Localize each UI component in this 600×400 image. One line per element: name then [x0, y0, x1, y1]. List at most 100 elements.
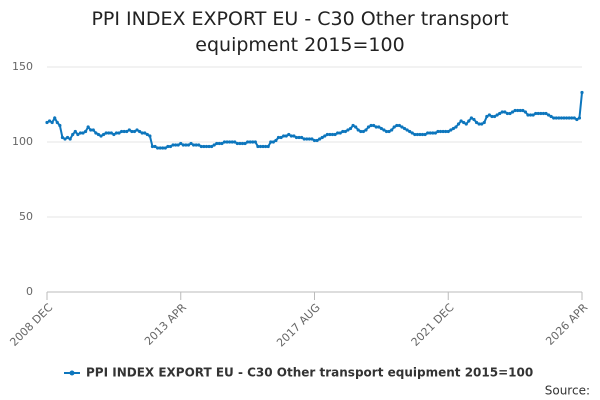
data-point — [310, 137, 314, 141]
data-point — [266, 144, 270, 149]
data-point — [78, 131, 83, 135]
data-point — [261, 144, 265, 149]
data-point — [346, 128, 350, 132]
data-point — [570, 116, 574, 120]
data-point — [63, 137, 67, 141]
data-point — [112, 132, 116, 137]
data-point — [513, 108, 517, 113]
data-point — [420, 132, 425, 137]
data-point — [274, 138, 278, 143]
data-point — [150, 144, 155, 149]
data-point — [163, 146, 167, 150]
data-point — [289, 134, 293, 138]
data-point — [559, 116, 564, 120]
data-point — [53, 116, 57, 120]
data-point — [500, 110, 504, 114]
data-point — [534, 111, 538, 116]
data-point — [485, 114, 489, 119]
data-point — [238, 141, 242, 146]
data-point — [454, 125, 458, 129]
data-point — [73, 129, 77, 134]
data-point — [526, 113, 530, 117]
data-point — [474, 120, 479, 125]
data-point — [341, 129, 345, 134]
data-point — [508, 111, 512, 116]
data-point — [71, 132, 75, 137]
data-point — [174, 143, 178, 147]
data-point — [76, 132, 80, 137]
data-point — [58, 123, 62, 128]
data-point — [510, 110, 515, 114]
data-point — [156, 146, 160, 150]
data-point — [495, 113, 499, 117]
data-point — [336, 131, 340, 135]
data-point — [145, 132, 149, 137]
data-point — [60, 135, 65, 140]
data-point — [55, 120, 59, 125]
data-point — [418, 132, 422, 137]
data-point — [119, 129, 124, 134]
data-point — [251, 140, 255, 144]
data-point — [384, 129, 389, 134]
data-point — [45, 120, 49, 125]
data-point — [122, 129, 126, 134]
data-point — [472, 117, 476, 122]
data-point — [83, 129, 88, 134]
data-point — [516, 108, 520, 113]
data-point — [284, 134, 288, 138]
data-point — [137, 129, 142, 134]
data-point — [269, 140, 273, 144]
data-point — [279, 135, 283, 140]
data-point — [531, 113, 535, 117]
data-point — [130, 129, 134, 134]
data-point — [258, 144, 263, 149]
data-point — [117, 131, 121, 135]
data-point — [101, 132, 106, 137]
data-point — [65, 135, 70, 140]
x-tick-label: 2013 APR — [142, 301, 189, 348]
data-point — [451, 126, 455, 131]
data-point — [181, 143, 185, 147]
data-point — [197, 143, 201, 147]
data-point — [132, 129, 137, 134]
data-point — [253, 140, 257, 144]
data-point — [428, 131, 432, 135]
data-point — [323, 134, 327, 138]
data-point — [264, 144, 268, 149]
data-point — [379, 126, 383, 131]
data-point — [359, 129, 363, 134]
data-point — [282, 134, 286, 138]
data-point — [217, 141, 221, 146]
data-point — [246, 140, 250, 144]
data-point — [528, 113, 533, 117]
data-point — [562, 116, 566, 120]
data-point — [300, 135, 304, 140]
data-point — [135, 128, 139, 132]
data-point — [114, 131, 119, 135]
data-point — [161, 146, 165, 150]
data-point — [426, 131, 430, 135]
data-point — [366, 125, 371, 129]
data-point — [361, 129, 365, 134]
data-point — [438, 129, 443, 134]
data-point — [215, 141, 219, 146]
data-point — [539, 111, 543, 116]
data-point — [462, 120, 466, 125]
x-tick-label: 2026 APR — [543, 301, 590, 348]
data-point — [330, 132, 335, 137]
data-point — [390, 128, 394, 132]
data-point — [343, 129, 347, 134]
x-tick-label: 2021 DEC — [409, 301, 457, 349]
data-point — [158, 146, 162, 150]
data-point — [536, 111, 540, 116]
data-point — [433, 131, 437, 135]
data-point — [415, 132, 419, 137]
data-point — [230, 140, 234, 144]
data-point — [554, 116, 558, 120]
data-point — [186, 143, 191, 147]
data-point — [395, 123, 399, 128]
data-point — [333, 132, 337, 137]
data-point — [413, 132, 417, 137]
data-point — [305, 137, 309, 141]
